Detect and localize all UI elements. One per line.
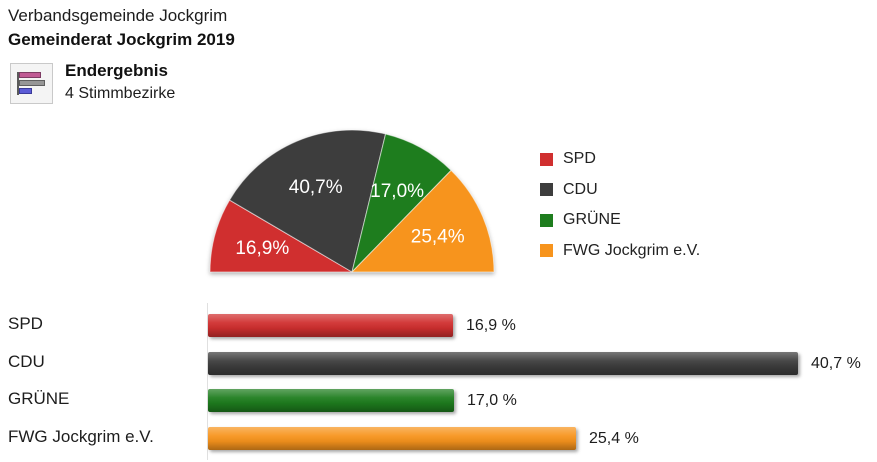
bar-value-label: 40,7 %	[811, 354, 861, 372]
icon-bar-pink	[19, 72, 41, 78]
legend-swatch	[540, 213, 553, 227]
icon-bar-blue	[19, 88, 32, 94]
pie-slice-label: 16,9%	[235, 238, 289, 259]
legend-swatch	[540, 244, 553, 258]
result-bar	[208, 351, 798, 375]
icon-axis	[17, 72, 19, 95]
result-bar-chart-icon	[10, 63, 53, 104]
election-title: Gemeinderat Jockgrim 2019	[8, 30, 235, 49]
districts-count: 4 Stimmbezirke	[65, 85, 176, 102]
bar-row-FWG Jockgrim e.V.: FWG Jockgrim e.V. 25,4 %	[0, 426, 877, 450]
pie-slice-label: 25,4%	[411, 226, 465, 247]
bar-value-label: 17,0 %	[467, 392, 517, 409]
bar-row-SPD: SPD 16,9 %	[0, 313, 877, 337]
pie-slice-CDU	[229, 129, 387, 273]
icon-bar-gray	[19, 80, 45, 86]
legend-item: FWG Jockgrim e.V.	[540, 236, 700, 267]
legend-label: SPD	[563, 150, 596, 168]
result-bar	[208, 314, 453, 337]
legend-label: GRÜNE	[563, 211, 621, 229]
legend-item: SPD	[540, 144, 700, 175]
legend-swatch	[540, 183, 553, 197]
legend-label: FWG Jockgrim e.V.	[563, 241, 701, 259]
legend-swatch	[540, 152, 553, 166]
result-status: Endergebnis	[65, 61, 168, 80]
region-title: Verbandsgemeinde Jockgrim	[8, 6, 228, 25]
bar-value-label: 16,9 %	[466, 317, 516, 334]
party-label: GRÜNE	[8, 389, 70, 408]
party-label: CDU	[8, 351, 45, 371]
party-label: SPD	[8, 314, 43, 333]
legend-item: GRÜNE	[540, 205, 700, 236]
pie-slice-label: 40,7%	[289, 177, 343, 198]
pie-slice-label: 17,0%	[370, 181, 424, 202]
bar-chart-axis	[207, 303, 208, 460]
pie-slice-FWG Jockgrim e.V.	[351, 169, 495, 273]
bar-chart: SPD 16,9 % CDU 40,7 % GRÜNE 17,0 % FWG Jockgri…	[0, 313, 877, 462]
legend-item: CDU	[540, 175, 700, 206]
result-bar	[208, 426, 576, 450]
bar-row-CDU: CDU 40,7 %	[0, 351, 877, 375]
result-bar	[208, 389, 454, 412]
bar-row-GRÜNE: GRÜNE 17,0 %	[0, 388, 877, 412]
bar-value-label: 25,4 %	[589, 429, 639, 447]
half-pie-chart: 16,9% 40,7% 17,0% 25,4%	[209, 129, 495, 273]
legend-label: CDU	[563, 180, 598, 198]
legend: SPD CDU GRÜNE FWG Jockgrim e.V.	[540, 144, 700, 266]
party-label: FWG Jockgrim e.V.	[8, 426, 154, 446]
